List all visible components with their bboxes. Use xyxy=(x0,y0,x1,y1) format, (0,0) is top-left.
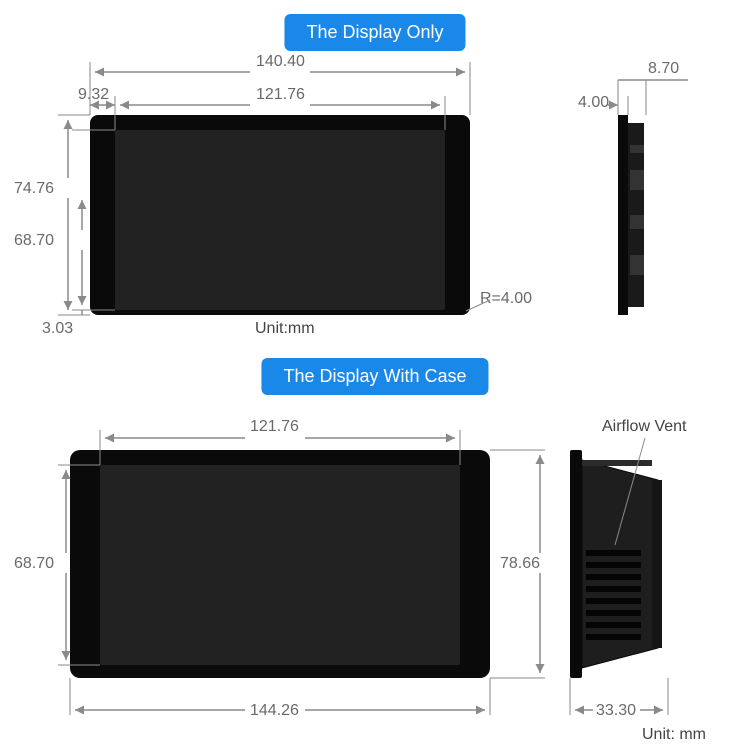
tag-display-with-case: The Display With Case xyxy=(261,358,488,395)
display-active-area xyxy=(115,130,445,310)
display-side-view xyxy=(618,115,646,315)
unit-label-1: Unit:mm xyxy=(255,320,315,338)
dim-active-width-1: 121.76 xyxy=(256,86,305,104)
dim-total-height-1: 74.76 xyxy=(14,180,54,198)
dim-total-width-2: 144.26 xyxy=(250,702,299,720)
display-case-side xyxy=(570,450,668,678)
dim-total-width-1: 140.40 xyxy=(256,53,305,71)
airflow-callout: Airflow Vent xyxy=(602,418,686,436)
dim-bezel-top: 9.32 xyxy=(78,86,109,104)
dim-active-width-2: 121.76 xyxy=(250,418,299,436)
dim-bezel-bottom: 3.03 xyxy=(42,320,73,338)
dim-active-height-1: 68.70 xyxy=(14,232,54,250)
tag-display-only: The Display Only xyxy=(284,14,465,51)
dim-side-front: 4.00 xyxy=(578,94,609,112)
dim-side-width: 8.70 xyxy=(648,60,679,78)
dim-active-height-2: 68.70 xyxy=(14,555,54,573)
dim-corner-radius: R=4.00 xyxy=(480,290,532,308)
dim-side-depth: 33.30 xyxy=(596,702,636,720)
display-case-active xyxy=(100,465,460,665)
unit-label-2: Unit: mm xyxy=(642,726,706,744)
dim-total-height-2: 78.66 xyxy=(500,555,540,573)
